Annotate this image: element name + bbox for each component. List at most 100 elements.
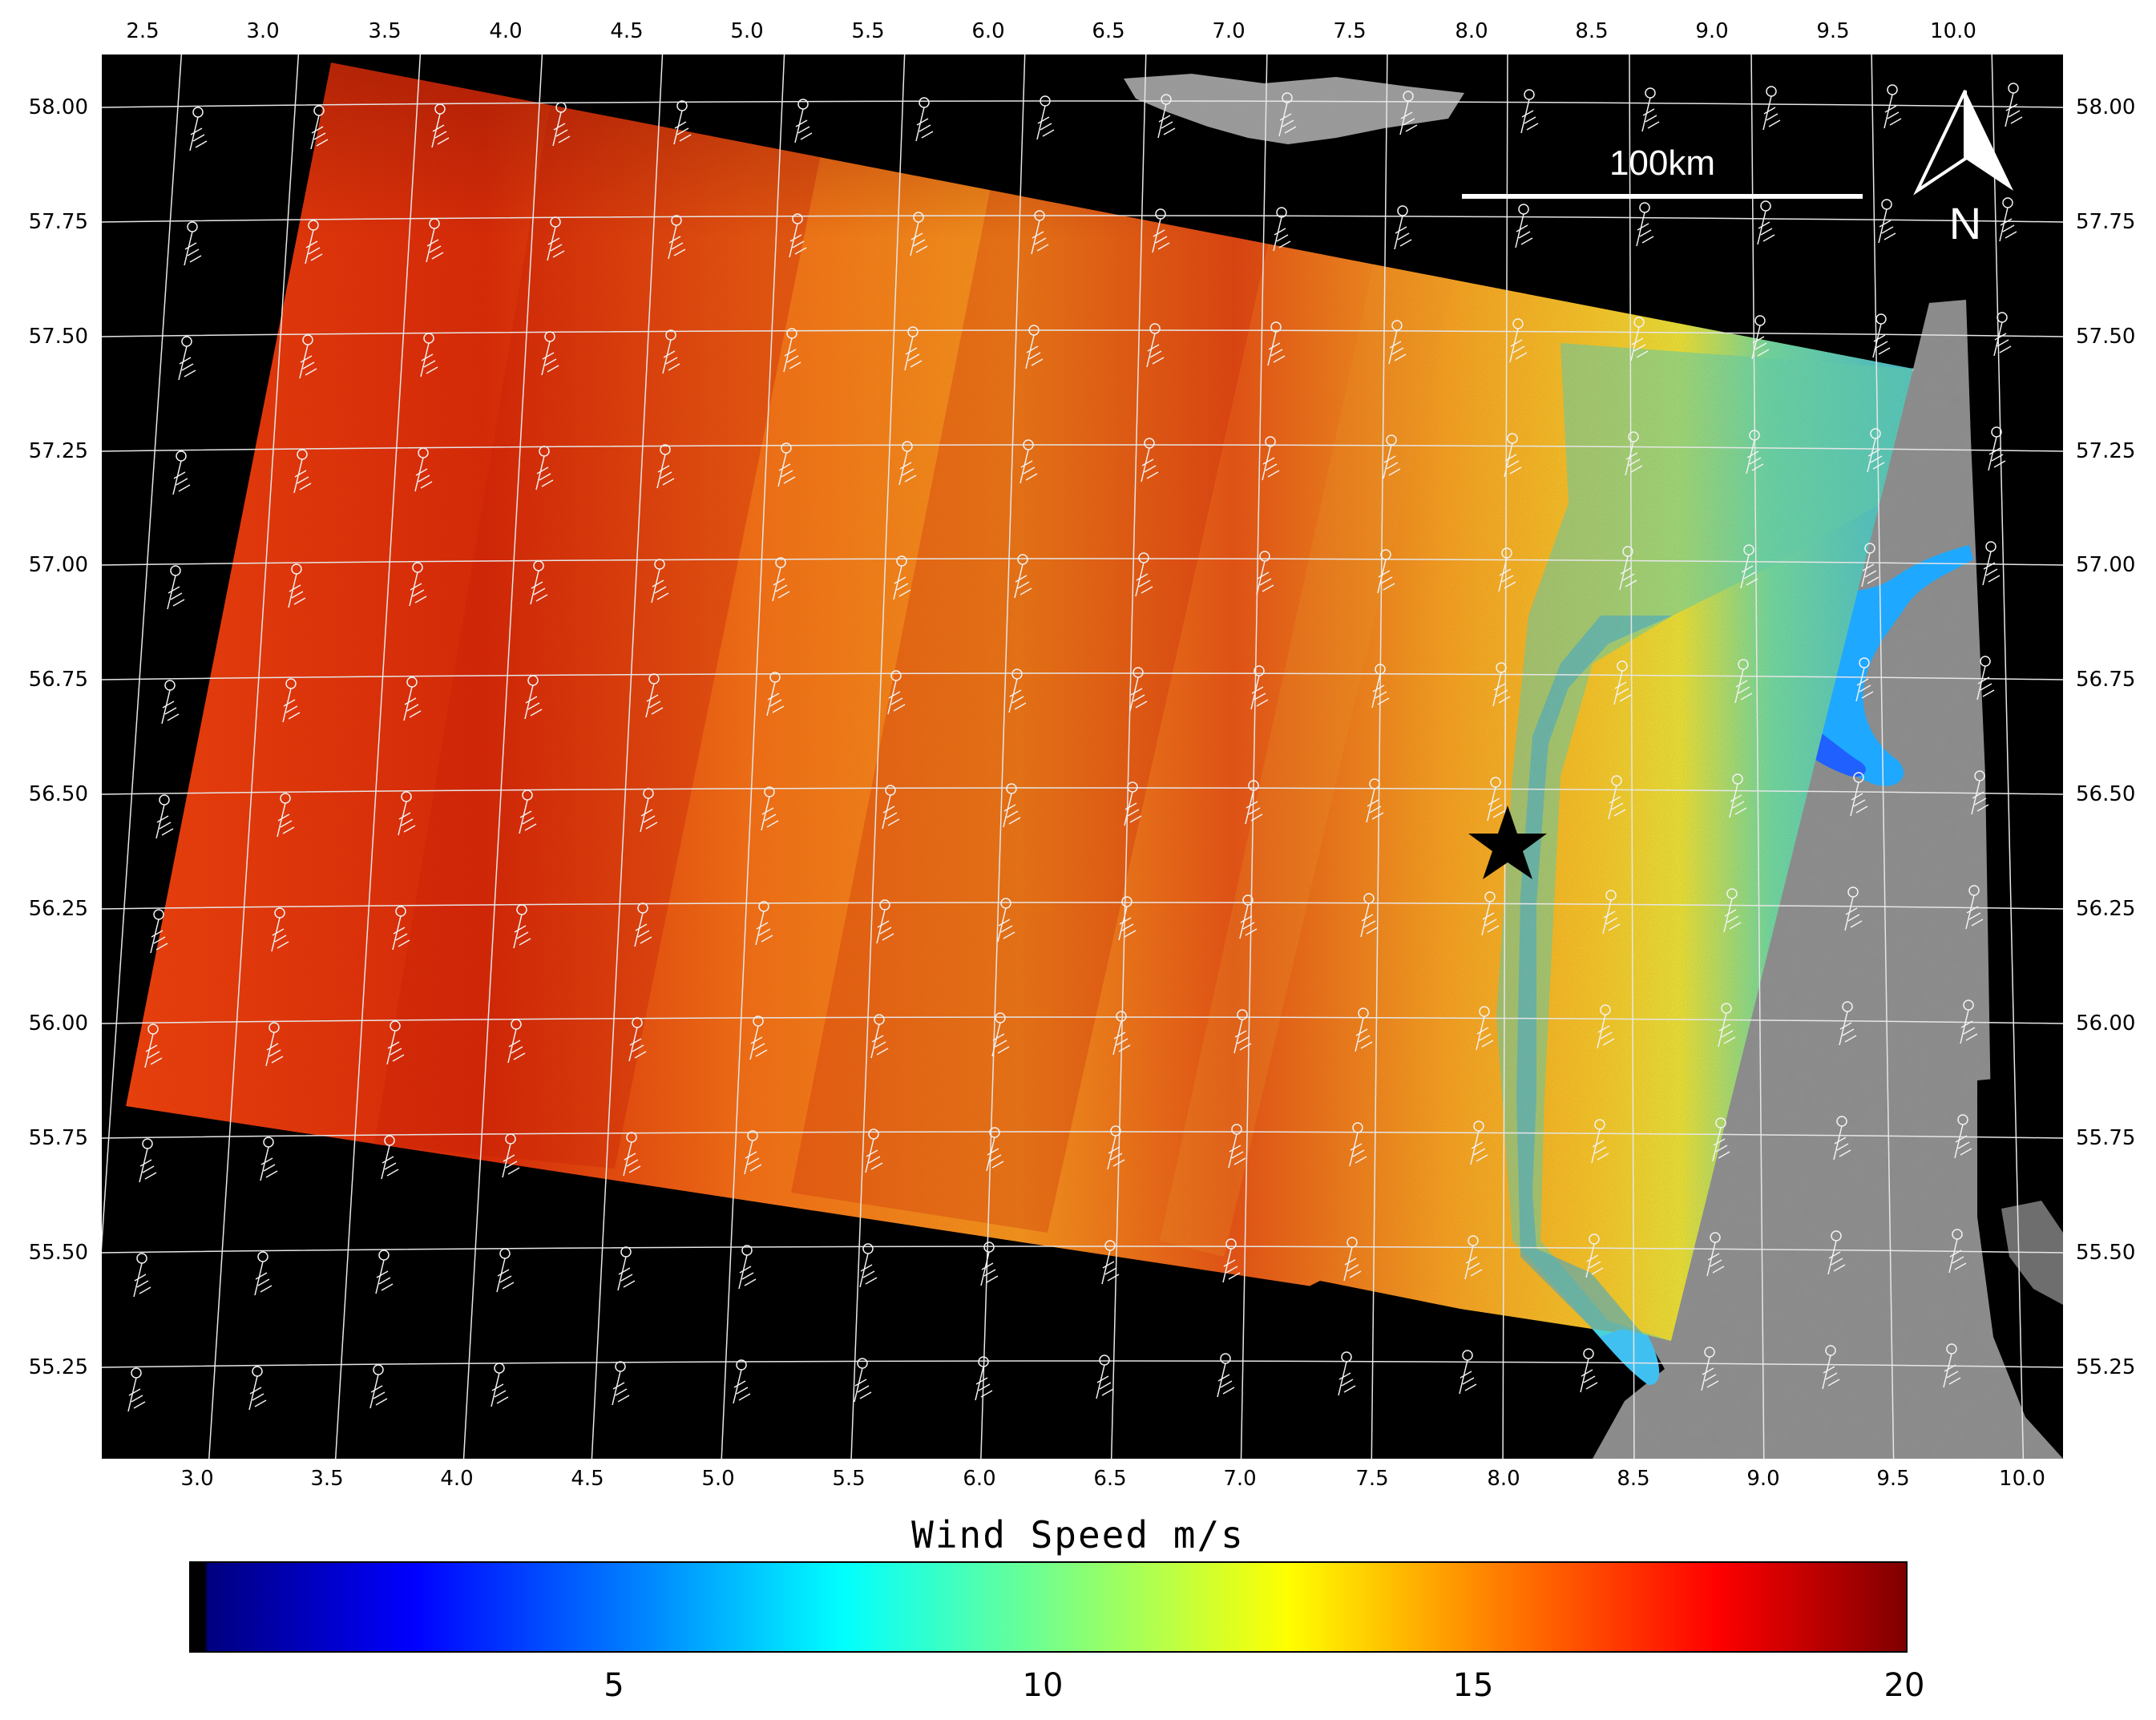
top-lon-tick: 2.5 (126, 19, 159, 43)
top-lon-tick: 6.5 (1092, 19, 1125, 43)
wind-barb (651, 559, 669, 604)
wind-barb (904, 326, 923, 371)
site-star-marker (1468, 805, 1547, 879)
right-lat-tick: 56.75 (2076, 668, 2136, 692)
right-lat-tick: 58.00 (2076, 95, 2136, 119)
scale-bar-label: 100km (1609, 143, 1715, 183)
colorbar-tick: 20 (1883, 1667, 1925, 1704)
right-lat-tick: 57.75 (2076, 210, 2136, 234)
top-lon-tick: 4.5 (610, 19, 644, 43)
bottom-lon-tick: 4.0 (440, 1467, 474, 1491)
wind-barb (1718, 1003, 1736, 1048)
wind-barb (1861, 543, 1879, 587)
wind-barb (876, 899, 894, 944)
right-lat-tick: 56.25 (2076, 897, 2136, 921)
right-lat-tick: 56.00 (2076, 1011, 2136, 1036)
wind-barb (1515, 204, 1533, 248)
wind-barb (1464, 1235, 1483, 1280)
top-lon-tick: 9.5 (1816, 19, 1850, 43)
wind-barb (1520, 89, 1539, 134)
wind-barb (1349, 1122, 1367, 1167)
wind-barb (766, 672, 785, 717)
wind-barb (409, 562, 427, 607)
top-lon-tick: 7.5 (1333, 19, 1367, 43)
wind-barb (1585, 1233, 1604, 1278)
wind-barb (1822, 1345, 1840, 1390)
wind-barb (1960, 999, 1978, 1044)
bottom-lon-tick: 3.0 (180, 1467, 214, 1491)
wind-barb (898, 441, 917, 486)
left-lat-tick: 56.25 (28, 897, 88, 921)
wind-barb (1988, 426, 2006, 471)
wind-barb (167, 565, 185, 610)
wind-barb (628, 1017, 647, 1062)
wind-barb (1366, 778, 1384, 823)
right-lat-tick: 56.50 (2076, 782, 2136, 806)
wind-barb (1613, 660, 1632, 705)
wind-barb (299, 334, 317, 379)
left-lat-tick: 55.25 (28, 1355, 88, 1379)
wind-barb (369, 1364, 388, 1409)
wind-barb (1228, 1124, 1246, 1169)
wind-barb (1636, 202, 1654, 247)
wind-barb (431, 103, 450, 148)
wind-barb (254, 1251, 273, 1296)
wind-barb (733, 1359, 751, 1404)
wind-barb (1630, 317, 1649, 361)
wind-barb (519, 789, 537, 834)
top-lon-tick: 8.0 (1455, 19, 1488, 43)
bottom-lon-tick: 5.0 (701, 1467, 735, 1491)
wind-barb (645, 673, 664, 718)
wind-barb (414, 447, 433, 492)
top-lon-tick: 4.0 (489, 19, 523, 43)
wind-barb (1008, 668, 1027, 713)
wind-barb (1976, 656, 1995, 701)
left-lat-tick: 55.75 (28, 1126, 88, 1150)
left-lat-tick: 57.75 (28, 210, 88, 234)
wind-barb (1971, 770, 1989, 815)
wind-barb (547, 216, 565, 261)
wind-barb (189, 107, 208, 151)
wind-barb (1734, 659, 1753, 704)
wind-barb (1239, 894, 1258, 939)
top-lon-tick: 7.0 (1212, 19, 1246, 43)
wind-barb (305, 220, 323, 264)
wind-barb (1096, 1355, 1114, 1399)
wind-barb (502, 1133, 520, 1178)
wind-barb (1256, 551, 1274, 596)
wind-barb (1751, 315, 1770, 360)
top-lon-tick: 3.5 (368, 19, 402, 43)
wind-barb (552, 102, 571, 147)
right-lat-tick: 57.50 (2076, 325, 2136, 349)
left-lat-tick: 58.00 (28, 95, 88, 119)
wind-barb (1591, 1119, 1609, 1164)
wind-barb (755, 901, 773, 946)
bottom-lon-tick: 6.5 (1093, 1467, 1127, 1491)
wind-barb (1872, 313, 1891, 358)
wind-barb (893, 555, 911, 600)
wind-barb (265, 1022, 284, 1067)
wind-barb (144, 1024, 163, 1068)
wind-barb (293, 449, 312, 494)
wind-barb (155, 794, 174, 839)
wind-barb (1948, 1229, 1967, 1274)
wind-barb (656, 444, 675, 489)
wind-barb (491, 1363, 509, 1407)
wind-barb (640, 788, 658, 833)
wind-barb (783, 328, 801, 373)
wind-barb (1850, 772, 1868, 817)
wind-barb (772, 557, 790, 602)
wind-barb (1245, 780, 1263, 825)
wind-swath (126, 63, 1913, 1341)
top-lon-tick: 10.0 (1930, 19, 1976, 43)
wind-barb (260, 1137, 278, 1181)
wind-barb (1706, 1232, 1725, 1277)
wind-barb (1343, 1237, 1362, 1282)
wind-barb (1383, 434, 1401, 479)
wind-barb (1338, 1351, 1356, 1396)
wind-barb (1036, 95, 1055, 140)
wind-barb (1723, 888, 1742, 933)
colorbar-title: Wind Speed m/s (911, 1513, 1245, 1556)
wind-barb (1833, 1116, 1851, 1161)
wind-barb (668, 215, 686, 260)
